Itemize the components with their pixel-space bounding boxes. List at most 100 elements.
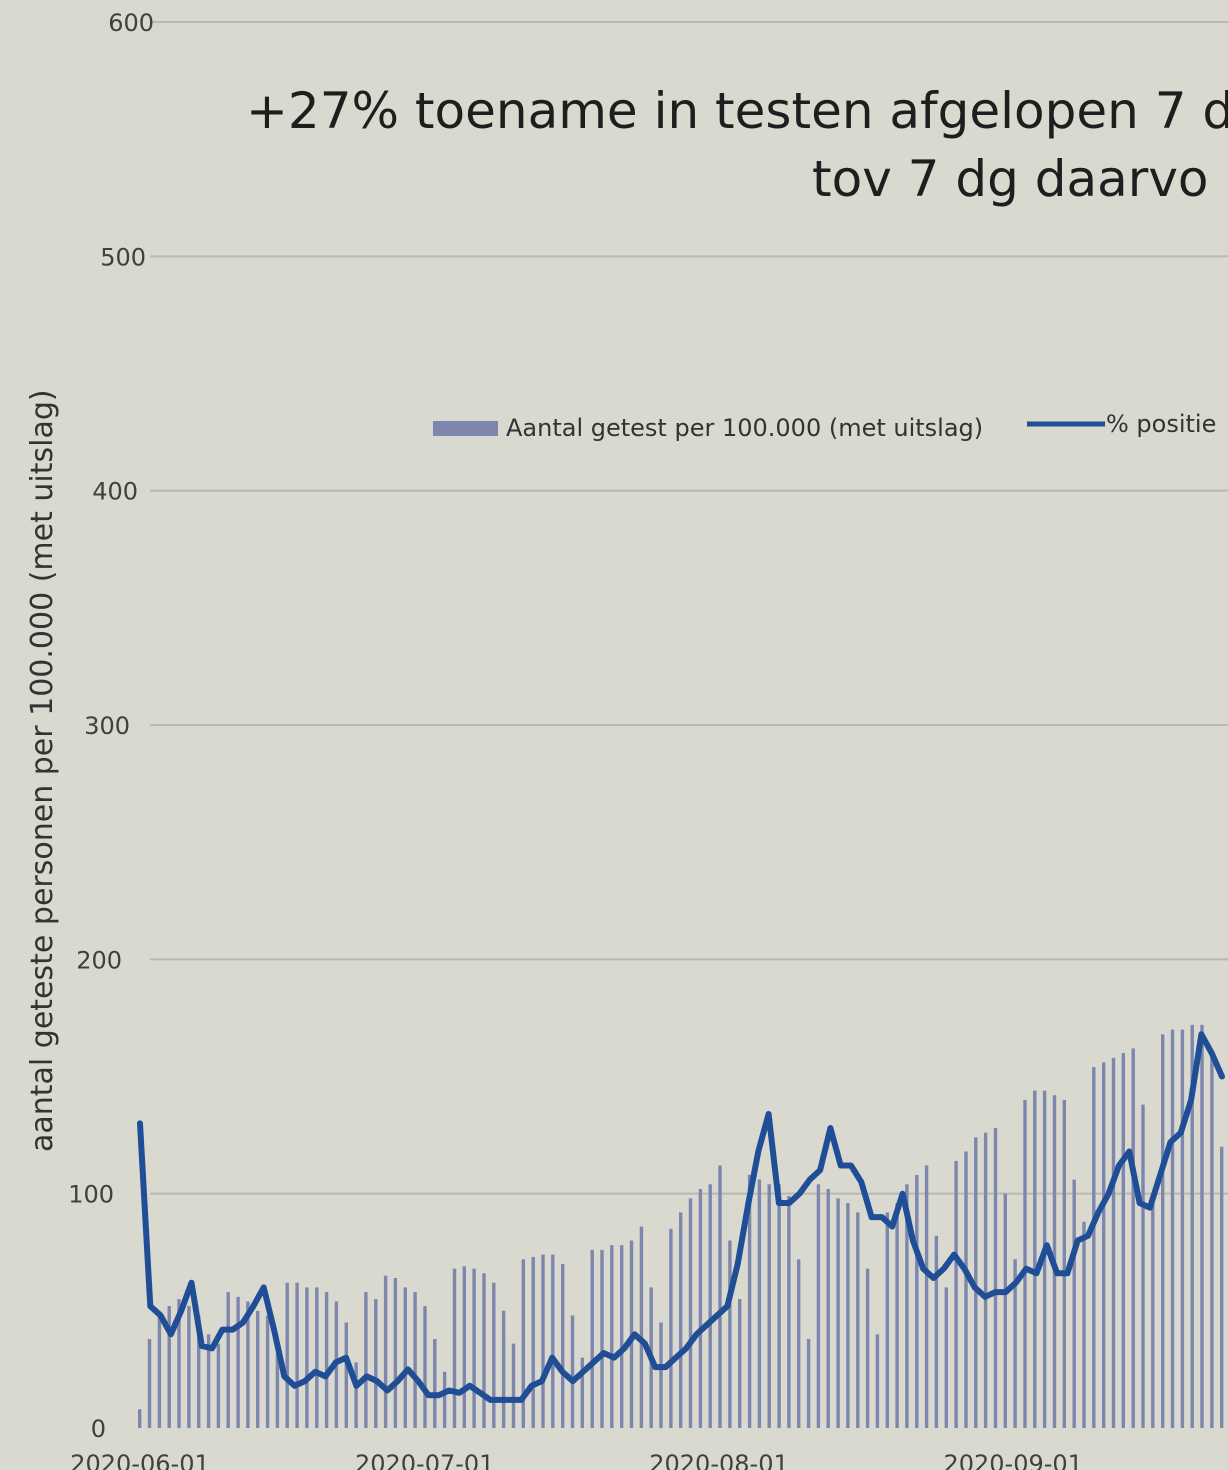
legend-swatch-bars	[433, 421, 498, 436]
x-tick-label: 2020-07-01	[355, 1450, 494, 1470]
y-tick-label: 500	[100, 243, 146, 271]
bar	[688, 1198, 693, 1428]
bar	[865, 1268, 870, 1428]
bar	[1161, 1034, 1165, 1428]
legend-label-bars: Aantal getest per 100.000 (met uitslag)	[506, 414, 983, 442]
bar	[167, 1306, 171, 1428]
bar	[1013, 1259, 1017, 1428]
bar	[1131, 1048, 1135, 1428]
bar	[669, 1228, 673, 1428]
y-tick-label: 200	[76, 946, 122, 974]
gridlines	[150, 21, 1228, 1195]
legend-label-line: % positie	[1106, 410, 1216, 438]
bar	[787, 1196, 791, 1428]
bar	[275, 1353, 280, 1428]
bar	[315, 1287, 319, 1428]
bar	[1151, 1193, 1155, 1428]
bar	[324, 1292, 329, 1428]
bar	[993, 1128, 998, 1428]
bar	[620, 1245, 624, 1428]
bar	[777, 1184, 781, 1428]
x-tick-label: 2020-09-01	[943, 1450, 1082, 1470]
bar	[482, 1273, 486, 1428]
bar	[265, 1315, 270, 1428]
bar	[511, 1343, 516, 1428]
bar	[816, 1184, 821, 1428]
bar-series	[138, 1024, 1224, 1428]
bar	[708, 1184, 712, 1428]
legend: Aantal getest per 100.000 (met uitslag) …	[433, 410, 1216, 442]
bar	[738, 1299, 742, 1428]
bar	[1190, 1024, 1194, 1428]
bar	[856, 1212, 860, 1428]
bar	[1180, 1029, 1185, 1428]
bar	[157, 1315, 162, 1428]
bar	[806, 1339, 811, 1428]
y-tick-label: 100	[68, 1181, 114, 1209]
x-tick-label: 2020-08-01	[649, 1450, 788, 1470]
bar	[521, 1259, 525, 1428]
bar	[364, 1292, 368, 1428]
bar	[501, 1310, 506, 1428]
bar	[679, 1212, 683, 1428]
bar	[531, 1256, 535, 1428]
bar	[934, 1235, 939, 1428]
bar	[561, 1264, 565, 1428]
bar	[462, 1266, 466, 1428]
bar	[718, 1165, 722, 1428]
bar	[570, 1315, 575, 1428]
y-tick-labels: 0 100 200 300 400 500 600	[68, 9, 154, 1443]
bar	[964, 1151, 968, 1428]
bar	[1062, 1099, 1066, 1428]
bar	[551, 1254, 555, 1428]
bar	[383, 1275, 388, 1428]
bar	[1210, 1053, 1214, 1428]
y-tick-label: 0	[91, 1415, 106, 1443]
bar	[246, 1301, 250, 1428]
y-tick-label: 300	[84, 712, 130, 740]
y-tick-label: 600	[108, 9, 154, 37]
bar	[138, 1409, 142, 1428]
bar	[590, 1249, 594, 1428]
bar	[413, 1292, 417, 1428]
bar	[846, 1203, 850, 1428]
bar	[698, 1189, 703, 1428]
x-tick-label: 2020-06-01	[70, 1450, 209, 1470]
bar	[1033, 1090, 1037, 1428]
bar	[1023, 1099, 1027, 1428]
bar	[974, 1137, 978, 1428]
bar	[836, 1198, 840, 1428]
chart-title-line-1: +27% toename in testen afgelopen 7 d	[246, 82, 1228, 140]
bar	[1121, 1053, 1125, 1428]
bar	[1092, 1067, 1096, 1428]
bar	[797, 1259, 801, 1428]
bar	[216, 1343, 221, 1428]
bar	[944, 1287, 948, 1428]
bar	[639, 1226, 644, 1428]
bar	[206, 1334, 211, 1428]
bar	[1220, 1146, 1224, 1428]
bar	[236, 1296, 240, 1428]
line-series	[137, 1031, 1225, 1403]
bar	[541, 1254, 545, 1428]
bar	[905, 1184, 909, 1428]
bar	[374, 1299, 378, 1428]
series-line	[137, 1031, 1225, 1403]
bar	[354, 1362, 358, 1428]
bar	[1003, 1193, 1007, 1428]
bar	[924, 1165, 929, 1428]
bar	[1170, 1029, 1175, 1428]
bar	[1111, 1057, 1116, 1428]
bar	[954, 1160, 958, 1428]
bar	[580, 1357, 584, 1428]
bar	[393, 1278, 398, 1428]
bar	[305, 1287, 309, 1428]
bar	[1082, 1221, 1086, 1428]
bar	[610, 1245, 614, 1428]
bar	[728, 1240, 732, 1428]
bar	[423, 1306, 427, 1428]
bar	[1200, 1024, 1204, 1428]
bar	[147, 1339, 152, 1428]
y-axis-title: aantal geteste personen per 100.000 (met…	[25, 389, 60, 1152]
